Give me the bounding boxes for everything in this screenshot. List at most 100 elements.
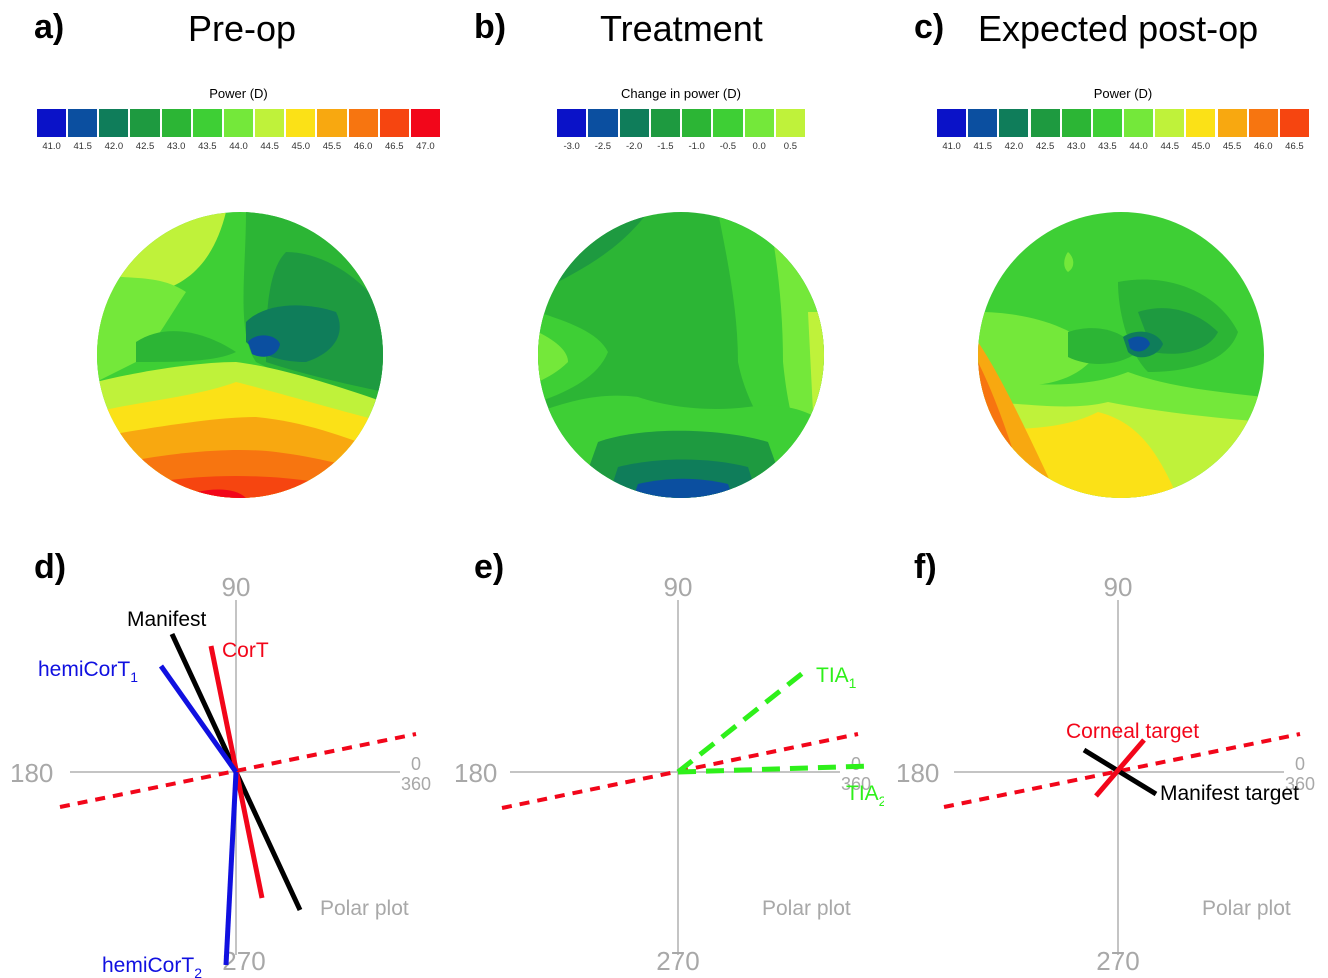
polar-e-label-90: 90 bbox=[664, 572, 693, 602]
colorbar-a-tick: 41.0 bbox=[42, 141, 61, 152]
colorbar-b-swatch bbox=[775, 109, 805, 137]
colorbar-a-tick: 41.5 bbox=[73, 141, 92, 152]
polar-d-label-180: 180 bbox=[10, 758, 53, 788]
colorbar-a-swatch bbox=[68, 109, 98, 137]
polar-plot-e: 90 180 0 360 270 Polar plot TIA1 TIA2 bbox=[454, 572, 884, 976]
colorbar-b-tick: 0.5 bbox=[783, 141, 797, 152]
colorbar-a-swatch bbox=[379, 109, 409, 137]
colorbar-b-tick: -0.5 bbox=[719, 141, 737, 152]
colorbar-a-tick: 47.0 bbox=[416, 141, 435, 152]
colorbar-a-swatch bbox=[192, 109, 222, 137]
polar-f-label-360: 360 bbox=[1285, 774, 1315, 794]
panel-c-title: Expected post-op bbox=[978, 8, 1259, 49]
colorbar-c-swatch bbox=[1092, 109, 1122, 137]
colorbar-b-tick: -2.5 bbox=[594, 141, 612, 152]
colorbar-a-swatch bbox=[130, 109, 160, 137]
polar-e-label-270: 270 bbox=[656, 946, 699, 976]
colorbar-a-swatch bbox=[410, 109, 440, 137]
polar-e-tia1-label: TIA1 bbox=[816, 664, 857, 691]
colorbar-a-title: Power (D) bbox=[209, 86, 268, 101]
colorbar-c-swatch bbox=[1217, 109, 1247, 137]
colorbar-c-swatch bbox=[1186, 109, 1216, 137]
colorbar-c-swatch bbox=[1279, 109, 1309, 137]
colorbar-b-swatch bbox=[557, 109, 587, 137]
colorbar-a: Power (D) 41.0 41.5 42.0 42.5 43.0 43.5 44.0 44… bbox=[36, 86, 441, 153]
colorbar-b: Change in power (D) -3.0 -2.5 -2.0 -1.5 -1.0… bbox=[556, 86, 806, 153]
colorbar-b-swatch bbox=[713, 109, 743, 137]
colorbar-c-swatch bbox=[1155, 109, 1185, 137]
panel-f-letter: f) bbox=[914, 548, 937, 586]
colorbar-a-swatch bbox=[317, 109, 347, 137]
colorbar-c-swatch bbox=[968, 109, 998, 137]
polar-d-hemicort1-sub: 1 bbox=[130, 669, 138, 685]
polar-f-label-0: 0 bbox=[1295, 754, 1305, 774]
colorbar-a-tick: 42.5 bbox=[135, 141, 155, 152]
polar-d-label-90: 90 bbox=[222, 572, 251, 602]
polar-d-hemicort1-label: hemiCorT1 bbox=[38, 658, 138, 685]
polar-f-label-270: 270 bbox=[1096, 946, 1139, 976]
colorbar-b-tick: -2.0 bbox=[625, 141, 643, 152]
colorbar-c-swatch bbox=[1248, 109, 1278, 137]
polar-d-hemicort2-line bbox=[223, 771, 239, 966]
polar-e-label-360: 360 bbox=[841, 774, 871, 794]
panel-b-title: Treatment bbox=[600, 8, 763, 49]
colorbar-a-swatch bbox=[223, 109, 254, 137]
polar-d-label-0: 0 bbox=[411, 754, 421, 774]
polar-e-tia1-sub: 1 bbox=[849, 675, 857, 691]
polar-f-corneal-target-label: Corneal target bbox=[1066, 720, 1199, 743]
colorbar-c-swatch bbox=[1030, 109, 1060, 137]
polar-f-caption: Polar plot bbox=[1202, 897, 1291, 920]
panel-e-letter: e) bbox=[474, 548, 505, 586]
colorbar-c-tick: 46.0 bbox=[1254, 141, 1273, 152]
polar-d-label-270: 270 bbox=[222, 946, 265, 976]
colorbar-c-tick: 44.5 bbox=[1160, 141, 1180, 152]
colorbar-c-title: Power (D) bbox=[1093, 86, 1153, 101]
colorbar-b-swatch bbox=[650, 109, 680, 137]
colorbar-a-tick: 43.5 bbox=[198, 141, 217, 152]
polar-f-corneal-target-line bbox=[1094, 738, 1146, 798]
colorbar-c-tick: 41.5 bbox=[973, 141, 993, 152]
colorbar-b-swatch bbox=[744, 109, 774, 137]
polar-d-hemicort2-sub: 2 bbox=[194, 965, 202, 978]
colorbar-a-tick: 46.0 bbox=[353, 141, 373, 152]
colorbar-c-tick: 43.0 bbox=[1067, 141, 1086, 152]
colorbar-c-swatch bbox=[999, 109, 1029, 137]
colorbar-a-swatch bbox=[255, 109, 285, 137]
topography-map-b bbox=[538, 212, 824, 498]
colorbar-a-swatch bbox=[286, 109, 316, 137]
colorbar-c-tick: 43.5 bbox=[1098, 141, 1117, 152]
panel-a-title: Pre-op bbox=[188, 8, 297, 49]
colorbar-c-tick: 46.5 bbox=[1285, 141, 1304, 152]
polar-f-label-180: 180 bbox=[896, 758, 939, 788]
colorbar-a-tick: 42.0 bbox=[104, 141, 124, 152]
colorbar-a-tick: 44.0 bbox=[229, 141, 248, 152]
colorbar-b-swatch bbox=[682, 109, 712, 137]
colorbar-b-tick: 0.0 bbox=[752, 141, 766, 152]
colorbar-c-swatch bbox=[1124, 109, 1154, 137]
colorbar-a-tick: 43.0 bbox=[166, 141, 186, 152]
polar-d-label-360: 360 bbox=[401, 774, 431, 794]
topography-map-c bbox=[978, 212, 1264, 498]
polar-d-cort-label: CorT bbox=[222, 639, 269, 662]
panel-d-letter: d) bbox=[34, 548, 67, 586]
topography-map-a bbox=[97, 212, 383, 498]
colorbar-c-tick: 41.0 bbox=[942, 141, 961, 152]
colorbar-c-swatch bbox=[937, 109, 967, 137]
polar-f-manifest-target-line bbox=[1082, 747, 1158, 797]
colorbar-c-tick: 42.5 bbox=[1035, 141, 1055, 152]
polar-d-manifest-label: Manifest bbox=[127, 608, 207, 631]
panel-c-letter: c) bbox=[914, 8, 945, 46]
polar-plot-d: 90 180 0 360 270 Polar plot Manifest Cor… bbox=[10, 572, 431, 978]
polar-d-hemicort1-main: hemiCorT bbox=[38, 658, 130, 681]
colorbar-a-tick: 45.0 bbox=[291, 141, 311, 152]
colorbar-a-swatch bbox=[348, 109, 378, 137]
polar-d-cort-line bbox=[208, 645, 265, 899]
polar-e-tia1-line bbox=[676, 670, 806, 774]
colorbar-a-tick: 44.5 bbox=[260, 141, 279, 152]
colorbar-b-title: Change in power (D) bbox=[621, 86, 741, 101]
colorbar-c-tick: 42.0 bbox=[1004, 141, 1024, 152]
colorbar-a-tick: 45.5 bbox=[322, 141, 342, 152]
colorbar-b-tick: -1.0 bbox=[688, 141, 705, 152]
colorbar-a-swatch bbox=[99, 109, 129, 137]
polar-e-tia2-label: TIA2 bbox=[846, 782, 884, 809]
